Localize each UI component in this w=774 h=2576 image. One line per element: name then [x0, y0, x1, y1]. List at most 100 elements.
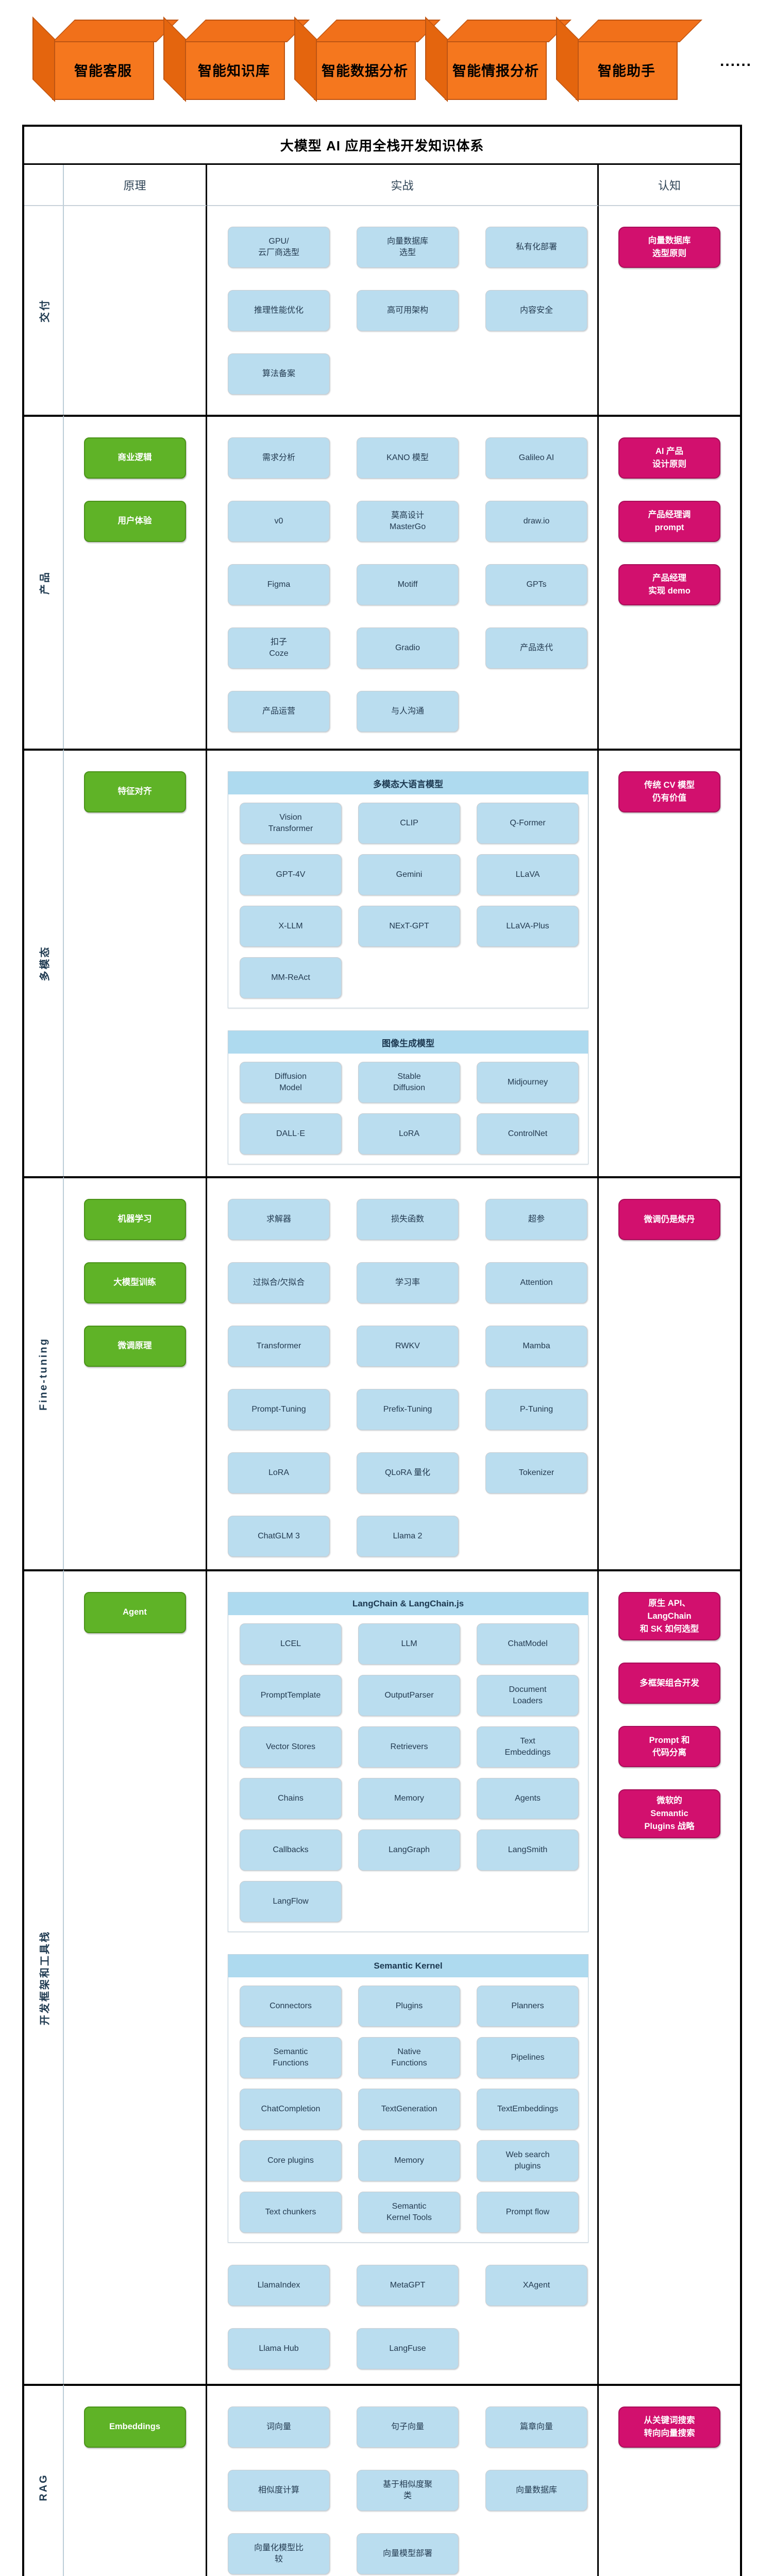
practice-item: XAgent — [485, 2265, 587, 2306]
row-label: 交付 — [39, 298, 51, 323]
practice-item: Galileo AI — [485, 437, 587, 479]
row-label-cell: RAG — [24, 2384, 64, 2576]
practice-item: Prompt-Tuning — [228, 1389, 330, 1430]
practice-item: Document Loaders — [477, 1675, 579, 1716]
principle-box: 大模型训练 — [83, 1262, 186, 1303]
cognition-cell: 向量数据库 选型原则 — [599, 206, 740, 415]
practice-item: Prompt flow — [477, 2192, 579, 2233]
practice-item: GPT-4V — [240, 854, 342, 895]
practice-item: Gradio — [357, 628, 459, 669]
practice-item: Diffusion Model — [240, 1062, 342, 1103]
cognition-box: 产品经理调 prompt — [618, 501, 720, 542]
principle-cell: 机器学习大模型训练微调原理 — [64, 1176, 207, 1569]
practice-item: 产品运营 — [228, 691, 330, 732]
practice-group: 多模态大语言模型 Vision Transformer CLIP Q-Former GP… — [228, 771, 588, 1008]
practice-group: LangChain & LangChain.js LCEL LLM ChatModel… — [228, 1592, 588, 1932]
practice-item: 过拟合/欠拟合 — [228, 1262, 330, 1303]
app-cube: 智能客服 — [52, 39, 154, 100]
practice-item: GPU/ 云厂商选型 — [228, 227, 330, 268]
column-header-principle: 原理 — [64, 165, 207, 206]
practice-item: 高可用架构 — [357, 290, 459, 331]
practice-item: QLoRA 量化 — [357, 1452, 459, 1494]
row-label: RAG — [38, 2473, 49, 2501]
row-label: 多模态 — [39, 945, 51, 981]
principle-cell: 商业逻辑 用户体验 — [64, 415, 207, 749]
practice-item: 学习率 — [357, 1262, 459, 1303]
practice-item: Figma — [228, 564, 330, 605]
practice-item: 向量数据库 选型 — [357, 227, 459, 268]
practice-item: LLaVA-Plus — [477, 906, 579, 947]
principle-cell: 特征对齐 — [64, 749, 207, 1176]
practice-item: OutputParser — [358, 1675, 460, 1716]
principle-box: 微调原理 — [83, 1326, 186, 1367]
principle-cell: Agent — [64, 1569, 207, 2384]
practice-item: Vector Stores — [240, 1726, 342, 1768]
practice-item: Midjourney — [477, 1062, 579, 1103]
practice-items-grid: GPU/ 云厂商选型 向量数据库 选型 私有化部署 推理性能优化 高可用架构 内容安全 算法… — [228, 227, 587, 395]
app-cube-label: 智能情报分析 — [452, 63, 539, 79]
practice-item: Memory — [358, 1778, 460, 1819]
app-cube-label: 智能知识库 — [198, 63, 270, 79]
row-label-cell: 交付 — [24, 206, 64, 415]
practice-item: CLIP — [358, 803, 460, 844]
practice-cell: 需求分析 KANO 模型 Galileo AI v0 莫高设计 MasterGo draw… — [207, 415, 599, 749]
practice-item: Text Embeddings — [477, 1726, 579, 1768]
principle-cell: Embeddings — [64, 2384, 207, 2576]
practice-group-title: 多模态大语言模型 — [228, 772, 588, 794]
practice-item: 损失函数 — [357, 1199, 459, 1240]
practice-item: Semantic Kernel Tools — [358, 2192, 460, 2233]
practice-item: Mamba — [485, 1326, 587, 1367]
app-cube: 智能助手 — [576, 39, 678, 100]
principle-box: 特征对齐 — [83, 771, 186, 812]
practice-item: 求解器 — [228, 1199, 330, 1240]
practice-item: 句子向量 — [357, 2406, 459, 2448]
practice-item: Memory — [358, 2140, 460, 2181]
cognition-box: 原生 API、 LangChain 和 SK 如何选型 — [618, 1592, 720, 1641]
practice-item: RWKV — [357, 1326, 459, 1367]
practice-item: Chains — [240, 1778, 342, 1819]
practice-item: draw.io — [485, 501, 587, 542]
practice-item: LangSmith — [477, 1829, 579, 1871]
practice-group-body: LCEL LLM ChatModel PromptTemplate OutputPars… — [228, 1615, 588, 1931]
practice-group-body: Diffusion Model Stable Diffusion Midjourne… — [228, 1054, 588, 1164]
cognition-box: 从关键词搜索 转向向量搜索 — [618, 2406, 720, 2448]
header-empty-cell — [24, 165, 64, 206]
app-cube-label: 智能数据分析 — [322, 63, 408, 79]
ellipsis-label: ...... — [720, 53, 752, 70]
practice-item: Tokenizer — [485, 1452, 587, 1494]
practice-item: Gemini — [358, 854, 460, 895]
practice-item: LoRA — [228, 1452, 330, 1494]
cognition-cell: AI 产品 设计原则 产品经理调 prompt 产品经理 实现 demo — [599, 415, 740, 749]
cognition-cell: 原生 API、 LangChain 和 SK 如何选型 多框架组合开发 Prompt… — [599, 1569, 740, 2384]
practice-item: 私有化部署 — [485, 227, 587, 268]
practice-item: LangGraph — [358, 1829, 460, 1871]
practice-item: LangFlow — [240, 1881, 342, 1922]
practice-item: Plugins — [358, 1986, 460, 2027]
cognition-box: Prompt 和 代码分离 — [618, 1726, 720, 1768]
practice-item: Llama Hub — [228, 2328, 330, 2369]
practice-item: Web search plugins — [477, 2140, 579, 2181]
practice-item: Motiff — [357, 564, 459, 605]
practice-group-title: 图像生成模型 — [228, 1031, 588, 1054]
practice-item: Text chunkers — [240, 2192, 342, 2233]
row-label-cell: 产品 — [24, 415, 64, 749]
practice-items-grid: 需求分析 KANO 模型 Galileo AI v0 莫高设计 MasterGo draw… — [228, 437, 587, 732]
practice-item: 内容安全 — [485, 290, 587, 331]
practice-group-title: Semantic Kernel — [228, 1955, 588, 1977]
practice-items-grid: 求解器 损失函数 超参 过拟合/欠拟合 学习率 Attention Transformer R… — [228, 1199, 587, 1557]
practice-item: PromptTemplate — [240, 1675, 342, 1716]
principle-box: 机器学习 — [83, 1199, 186, 1240]
practice-item: 篇章向量 — [485, 2406, 587, 2448]
cognition-box: 微软的 Semantic Plugins 战略 — [618, 1789, 720, 1838]
practice-item: 相似度计算 — [228, 2470, 330, 2511]
practice-item: Native Functions — [358, 2037, 460, 2078]
practice-cell: 词向量 句子向量 篇章向量 相似度计算 基于相似度聚 类向量数据库 向量化模型比 较向量模… — [207, 2384, 599, 2576]
app-cube: 智能情报分析 — [445, 39, 547, 100]
column-header-practice: 实战 — [207, 165, 599, 206]
principle-box: 商业逻辑 — [83, 437, 186, 479]
row-label-cell: 多模态 — [24, 749, 64, 1176]
practice-item: 基于相似度聚 类 — [357, 2470, 459, 2511]
practice-item: P-Tuning — [485, 1389, 587, 1430]
app-cubes-row: 智能客服 智能知识库 智能数据分析 智能情报分析 智能助手...... — [52, 39, 752, 100]
cognition-cell: 传统 CV 模型 仍有价值 — [599, 749, 740, 1176]
